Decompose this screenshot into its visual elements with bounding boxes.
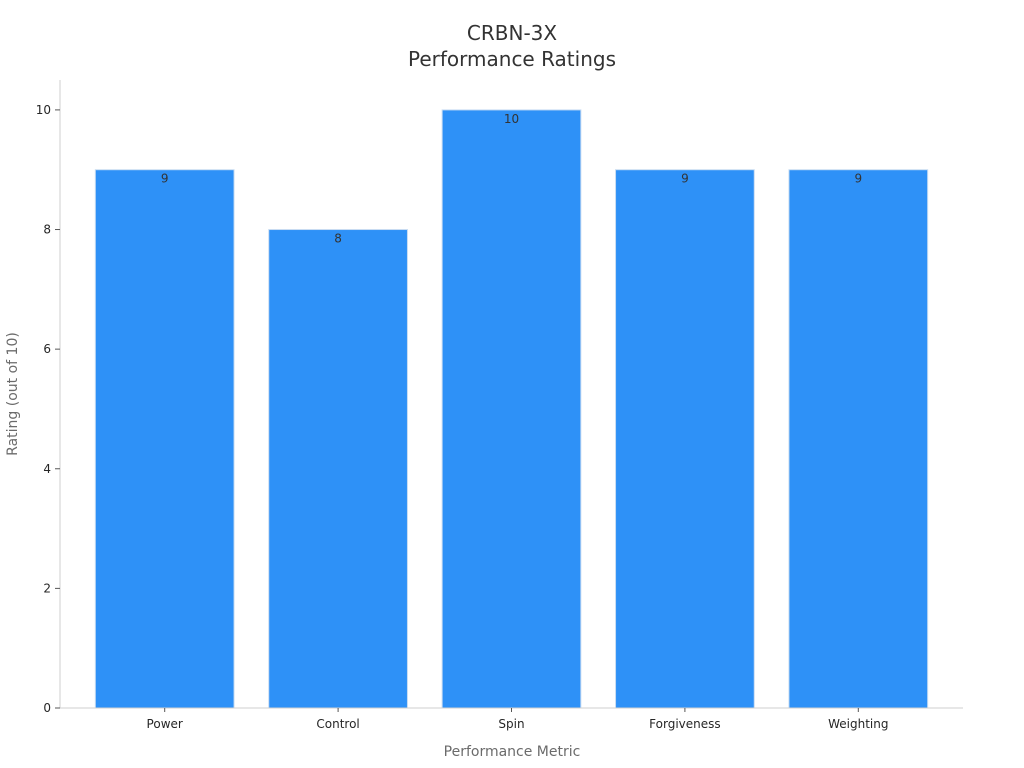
- x-axis: Power Control Spin Forgiveness Weighting: [60, 707, 963, 731]
- x-tick-label-control: Control: [316, 717, 359, 731]
- y-tick-label: 0: [43, 701, 51, 715]
- x-tick-label-power: Power: [147, 717, 183, 731]
- y-tick-label: 2: [43, 581, 51, 595]
- x-tick-label-weighting: Weighting: [828, 717, 888, 731]
- chart-title-line-1: CRBN-3X: [467, 21, 557, 45]
- data-label-weighting: 9: [854, 172, 862, 186]
- data-label-control: 8: [334, 232, 342, 246]
- x-tick-label-forgiveness: Forgiveness: [649, 717, 720, 731]
- chart-title-line-2: Performance Ratings: [408, 47, 616, 71]
- bar-forgiveness: [615, 169, 755, 709]
- bar-control: [268, 229, 408, 709]
- x-axis-title: Performance Metric: [444, 744, 581, 760]
- bars-group: 9 8 10 9 9: [94, 109, 929, 709]
- x-tick-label-spin: Spin: [498, 717, 524, 731]
- bar-spin: [441, 109, 582, 709]
- data-label-power: 9: [161, 172, 169, 186]
- y-axis: 0 2 4 6 8 10: [36, 80, 61, 715]
- bar-power: [94, 169, 235, 709]
- y-tick-label: 10: [36, 103, 51, 117]
- y-axis-title: Rating (out of 10): [5, 332, 21, 456]
- data-label-spin: 10: [504, 112, 519, 126]
- data-label-forgiveness: 9: [681, 172, 689, 186]
- bar-weighting: [788, 169, 929, 709]
- y-tick-label: 8: [43, 223, 51, 237]
- y-tick-label: 6: [43, 342, 51, 356]
- y-tick-label: 4: [43, 462, 51, 476]
